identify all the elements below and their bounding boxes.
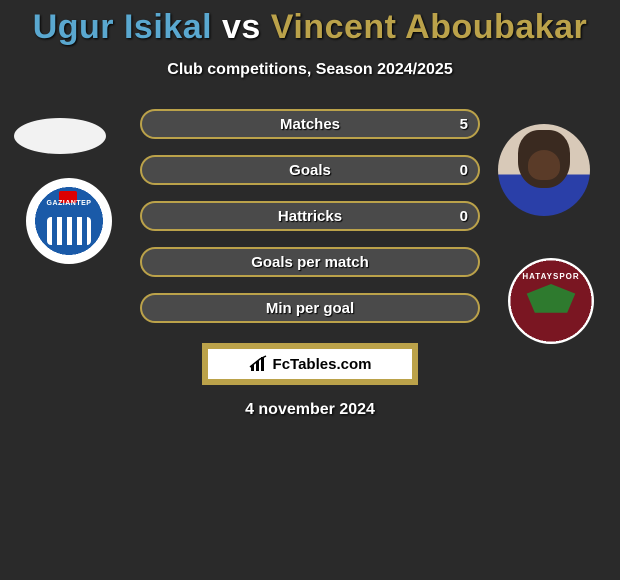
player2-club-logo — [508, 258, 594, 344]
date-text: 4 november 2024 — [0, 401, 620, 419]
stat-row-matches: Matches 5 — [140, 109, 480, 139]
stat-row-goals-per-match: Goals per match — [140, 247, 480, 277]
stat-label: Goals — [289, 162, 331, 179]
stat-row-hattricks: Hattricks 0 — [140, 201, 480, 231]
player1-club-name: GAZIANTEP — [38, 200, 100, 207]
stat-right-value: 0 — [460, 208, 468, 225]
footer-brand-box: FcTables.com — [202, 343, 418, 385]
player2-avatar — [498, 124, 590, 216]
player2-club-name: HATAYSPOR — [518, 272, 584, 281]
player2-name: Vincent Aboubakar — [271, 8, 587, 46]
stat-row-goals: Goals 0 — [140, 155, 480, 185]
stat-label: Matches — [280, 116, 340, 133]
subtitle: Club competitions, Season 2024/2025 — [0, 61, 620, 79]
stats-container: Matches 5 Goals 0 Hattricks 0 Goals per … — [140, 109, 480, 323]
page-title: Ugur Isikal vs Vincent Aboubakar — [0, 0, 620, 47]
footer-brand-text: FcTables.com — [273, 356, 372, 373]
stat-right-value: 5 — [460, 116, 468, 133]
player1-avatar — [14, 118, 106, 154]
stat-label: Min per goal — [266, 300, 354, 317]
player1-name: Ugur Isikal — [33, 8, 212, 46]
stat-right-value: 0 — [460, 162, 468, 179]
player1-club-logo — [26, 178, 112, 264]
stat-row-min-per-goal: Min per goal — [140, 293, 480, 323]
stat-label: Hattricks — [278, 208, 342, 225]
stat-label: Goals per match — [251, 254, 369, 271]
vs-text: vs — [222, 8, 261, 46]
bar-chart-icon — [249, 355, 271, 373]
